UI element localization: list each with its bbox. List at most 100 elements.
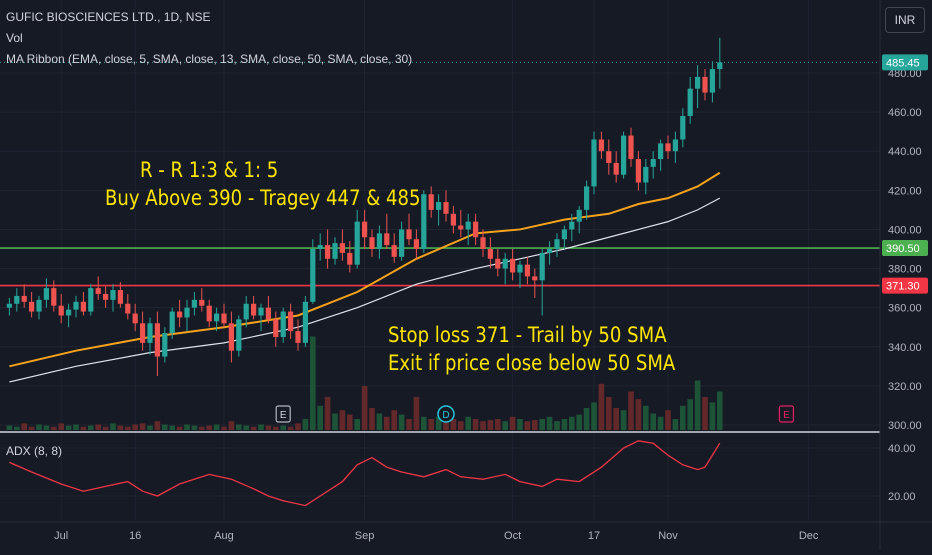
volume-bar	[28, 426, 35, 430]
candle	[140, 323, 146, 343]
event-label: D	[442, 410, 449, 421]
volume-bar	[287, 426, 294, 430]
candle	[95, 288, 101, 294]
candle	[362, 221, 368, 238]
volume-bar	[635, 399, 642, 430]
volume-bar	[517, 419, 523, 430]
currency-button[interactable]: INR	[885, 7, 925, 33]
candle	[524, 264, 530, 277]
candle	[154, 323, 160, 357]
candle	[643, 166, 649, 183]
volume-bar	[162, 424, 168, 430]
volume-bar	[472, 419, 479, 430]
volume-bar	[598, 383, 605, 430]
price-tag-label: 371.30	[886, 281, 920, 293]
event-label: E	[280, 410, 287, 421]
volume-bar	[717, 391, 723, 430]
volume-bar	[702, 397, 708, 430]
candle	[147, 323, 153, 343]
candle	[265, 307, 271, 320]
volume-bar	[236, 424, 242, 430]
annotation-risk-reward: R - R 1:3 & 1: 5	[140, 158, 279, 182]
candle	[384, 233, 390, 246]
candle	[584, 186, 590, 210]
candle	[347, 252, 353, 265]
volume-bar	[361, 386, 368, 430]
adx-line	[9, 440, 721, 507]
candle	[58, 305, 64, 316]
volume-bar	[347, 414, 353, 430]
volume-bar	[657, 416, 664, 430]
volume-legend: Vol	[6, 31, 23, 45]
price-tick-label: 320.00	[888, 381, 922, 393]
volume-bar	[665, 410, 671, 430]
candle	[628, 135, 634, 160]
candle	[354, 221, 360, 265]
price-tag	[882, 54, 928, 71]
candle	[606, 151, 612, 163]
candle	[650, 159, 656, 167]
price-tick-label: 360.00	[888, 303, 922, 315]
volume-bar	[576, 414, 582, 430]
time-tick-label: Jul	[54, 530, 68, 542]
candle	[480, 237, 486, 249]
volume-bar	[295, 423, 301, 430]
volume-bar	[199, 426, 205, 430]
earnings-marker[interactable]	[778, 405, 795, 423]
volume-bar	[487, 420, 494, 430]
volume-bar	[561, 419, 568, 430]
candle	[591, 139, 597, 187]
candle	[221, 313, 227, 324]
volume-bar	[709, 402, 716, 430]
time-tick-label: Oct	[504, 530, 521, 542]
candle	[428, 194, 434, 210]
volume-bar	[51, 426, 57, 430]
candle	[258, 307, 264, 316]
candle	[473, 221, 479, 238]
volume-bar	[672, 419, 679, 430]
volume-bar	[606, 397, 612, 430]
candle	[539, 252, 545, 281]
volume-bar	[58, 423, 64, 430]
candle	[51, 288, 57, 306]
volume-bar	[36, 424, 42, 430]
volume-bar	[406, 419, 412, 430]
candle	[495, 258, 501, 269]
volume-bar	[376, 413, 383, 430]
volume-bar	[258, 424, 264, 430]
earnings-marker[interactable]	[275, 405, 291, 423]
candle	[613, 162, 619, 175]
candle	[391, 245, 397, 257]
price-axis[interactable]	[880, 0, 932, 550]
volume-bar	[110, 423, 116, 430]
time-tick-label: Nov	[658, 530, 678, 542]
candle	[406, 229, 412, 240]
volume-bar	[509, 416, 516, 430]
volume-bar	[465, 416, 471, 430]
candle	[66, 309, 72, 316]
volume-bar	[310, 336, 316, 430]
price-tick-label: 380.00	[888, 264, 922, 276]
candle	[458, 225, 464, 230]
candle	[310, 249, 316, 302]
candle	[569, 221, 575, 230]
price-tick-label: 420.00	[888, 185, 922, 197]
candle	[80, 301, 86, 312]
volume-bar	[21, 423, 27, 430]
volume-bar	[421, 416, 427, 430]
price-tick-label: 460.00	[888, 107, 922, 119]
candle	[43, 288, 49, 300]
volume-bar	[384, 416, 390, 430]
volume-bar	[391, 410, 397, 430]
volume-bar	[117, 425, 124, 430]
candle	[280, 311, 286, 337]
candle	[680, 116, 686, 140]
volume-bar	[14, 426, 20, 430]
chart-title: GUFIC BIOSCIENCES LTD., 1D, NSE	[6, 10, 211, 24]
volume-bar	[65, 425, 72, 430]
volume-bar	[643, 405, 649, 430]
dividend-marker[interactable]	[437, 405, 455, 423]
volume-bar	[43, 425, 50, 430]
